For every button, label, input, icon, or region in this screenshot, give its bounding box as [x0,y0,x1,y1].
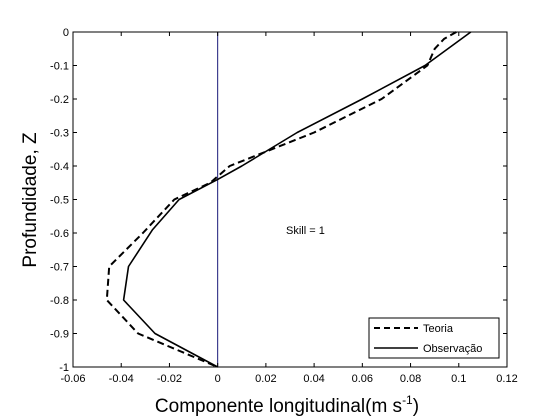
y-tick-label: -0.2 [50,94,69,106]
y-tick-label: -0.8 [50,295,69,307]
y-tick-label: 0 [63,27,69,39]
x-axis-ticks: -0.06 -0.04 -0.02 0 0.02 0.04 0.06 0.08 0.1 0.12 [60,32,518,385]
x-tick-label: -0.06 [60,373,85,385]
series-line-teoria [105,31,457,368]
legend-label-observacao: Observação [423,343,482,355]
series-lines [105,31,472,368]
legend: Teoria Observação [368,317,500,359]
x-tick-label: 0.12 [496,373,517,385]
y-tick-label: -0.9 [50,329,69,341]
series-line-observacao [122,31,472,368]
y-tick-label: -0.4 [50,161,69,173]
legend-label-teoria: Teoria [423,323,454,335]
x-tick-label: 0.1 [451,373,466,385]
y-tick-label: -0.7 [50,262,69,274]
x-tick-label: -0.02 [157,373,182,385]
x-tick-label: 0.06 [352,373,373,385]
y-axis-ticks: -1 -0.9 -0.8 -0.7 -0.6 -0.5 -0.4 -0.3 -0.2 -0.1 0 [50,27,507,374]
x-tick-label: 0.08 [400,373,421,385]
x-tick-label: 0 [215,373,221,385]
x-tick-label: 0.02 [255,373,276,385]
plot-area [72,31,508,368]
x-tick-label: -0.04 [109,373,134,385]
skill-annotation: Skill = 1 [286,225,325,237]
plot-frame [72,31,508,368]
y-axis-title: Profundidade, Z [20,132,41,268]
y-tick-label: -0.3 [50,128,69,140]
x-axis-title: Componente longitudinal(m s-1) [155,393,419,417]
y-tick-label: -0.6 [50,228,69,240]
y-tick-label: -0.1 [50,61,69,73]
y-tick-label: -0.5 [50,195,69,207]
x-tick-label: 0.04 [303,373,324,385]
legend-box [368,317,500,359]
y-tick-label: -1 [59,362,69,374]
